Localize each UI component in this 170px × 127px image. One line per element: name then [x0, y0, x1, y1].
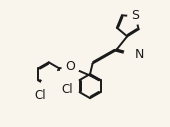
Text: Cl: Cl [61, 83, 73, 96]
Text: S: S [131, 9, 139, 22]
Text: N: N [134, 48, 144, 61]
Text: O: O [65, 60, 75, 73]
Text: Cl: Cl [35, 89, 46, 102]
